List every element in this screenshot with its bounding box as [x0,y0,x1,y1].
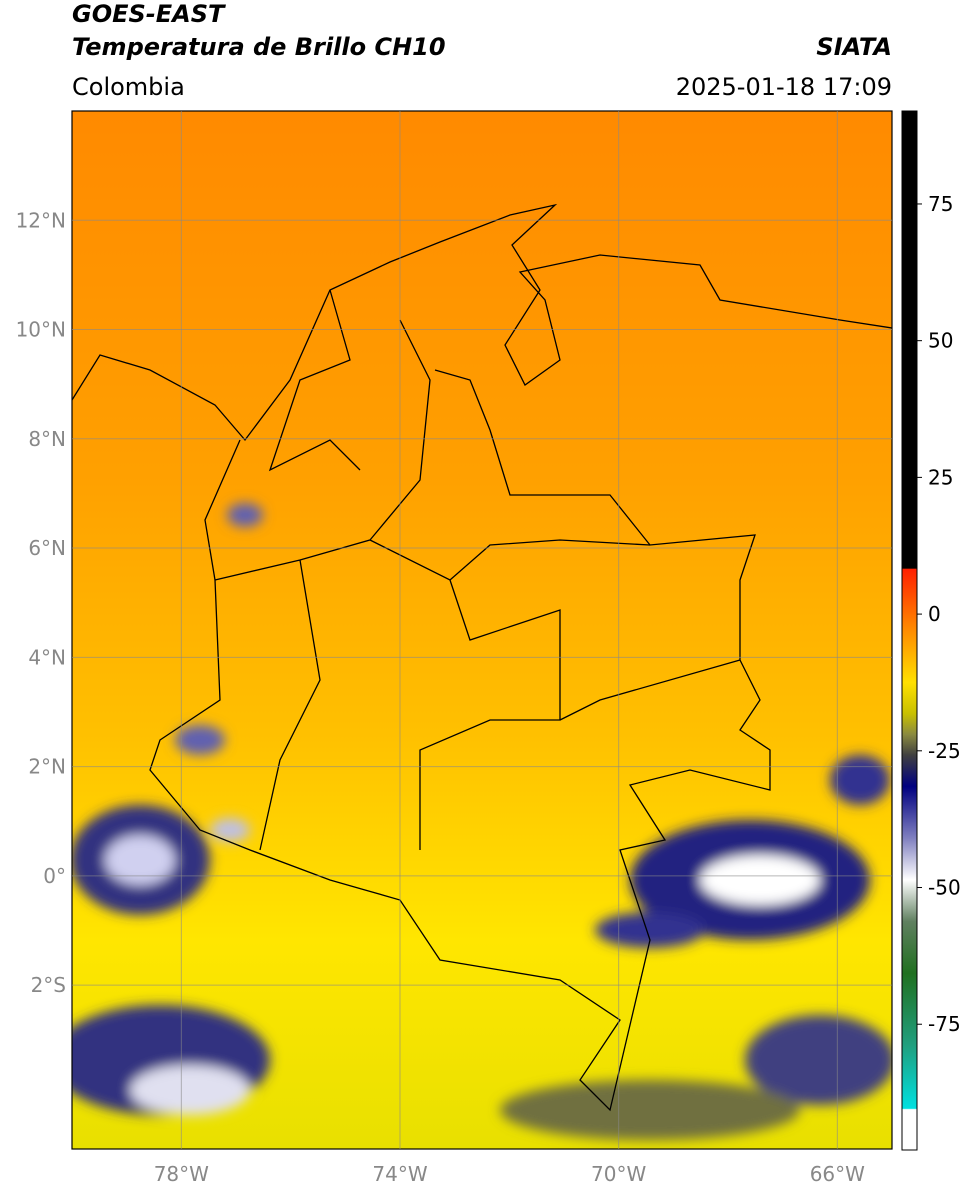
lon-label: 70°W [591,1162,646,1186]
datetime: 2025-01-18 17:09 [676,73,892,101]
colorbar-label: -25 [928,739,961,763]
source: SIATA [816,33,892,61]
lat-label: 10°N [16,318,66,342]
region: Colombia [72,73,185,101]
colorbar [901,110,918,1151]
colorbar-label: 75 [928,192,953,216]
lat-label: 6°N [28,536,66,560]
lon-label: 78°W [154,1162,209,1186]
lon-label: 74°W [372,1162,427,1186]
colorbar-label: 25 [928,465,953,489]
inner-border [214,289,741,851]
map-frame [71,110,893,1150]
colorbar-label: 50 [928,329,953,353]
coastline [72,203,892,442]
country-border [149,369,771,1112]
colorbar-label: -50 [928,876,961,900]
lon-label: 66°W [810,1162,865,1186]
lat-label: 2°S [31,973,66,997]
product: Temperatura de Brillo CH10 [72,33,446,61]
lat-label: 0° [43,864,66,888]
satellite: GOES-EAST [72,0,226,28]
lat-label: 2°N [28,755,66,779]
lat-label: 8°N [28,427,66,451]
lat-label: 4°N [28,645,66,669]
colorbar-label: 0 [928,602,941,626]
map-image [72,111,892,1149]
colorbar-label: -75 [928,1012,961,1036]
lat-label: 12°N [16,208,66,232]
